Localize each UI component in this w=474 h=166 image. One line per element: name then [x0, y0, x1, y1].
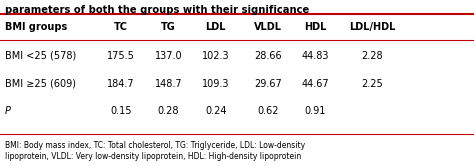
Text: VLDL: VLDL	[254, 22, 282, 32]
Text: BMI ≥25 (609): BMI ≥25 (609)	[5, 79, 76, 89]
Text: BMI <25 (578): BMI <25 (578)	[5, 51, 76, 61]
Text: 102.3: 102.3	[202, 51, 229, 61]
Text: 2.25: 2.25	[361, 79, 383, 89]
Text: BMI groups: BMI groups	[5, 22, 67, 32]
Text: 137.0: 137.0	[155, 51, 182, 61]
Text: HDL: HDL	[304, 22, 327, 32]
Text: TG: TG	[161, 22, 176, 32]
Text: P: P	[5, 106, 10, 116]
Text: 0.28: 0.28	[157, 106, 179, 116]
Text: LDL/HDL: LDL/HDL	[349, 22, 395, 32]
Text: 29.67: 29.67	[254, 79, 282, 89]
Text: 44.83: 44.83	[301, 51, 329, 61]
Text: 184.7: 184.7	[107, 79, 135, 89]
Text: 28.66: 28.66	[254, 51, 282, 61]
Text: parameters of both the groups with their significance: parameters of both the groups with their…	[5, 5, 309, 15]
Text: 0.62: 0.62	[257, 106, 279, 116]
Text: 175.5: 175.5	[107, 51, 135, 61]
Text: 0.91: 0.91	[304, 106, 326, 116]
Text: 0.15: 0.15	[110, 106, 132, 116]
Text: 2.28: 2.28	[361, 51, 383, 61]
Text: 44.67: 44.67	[301, 79, 329, 89]
Text: 109.3: 109.3	[202, 79, 229, 89]
Text: BMI: Body mass index, TC: Total cholesterol, TG: Triglyceride, LDL: Low-density
: BMI: Body mass index, TC: Total choleste…	[5, 141, 305, 161]
Text: LDL: LDL	[205, 22, 226, 32]
Text: 148.7: 148.7	[155, 79, 182, 89]
Text: 0.24: 0.24	[205, 106, 227, 116]
Text: TC: TC	[114, 22, 128, 32]
